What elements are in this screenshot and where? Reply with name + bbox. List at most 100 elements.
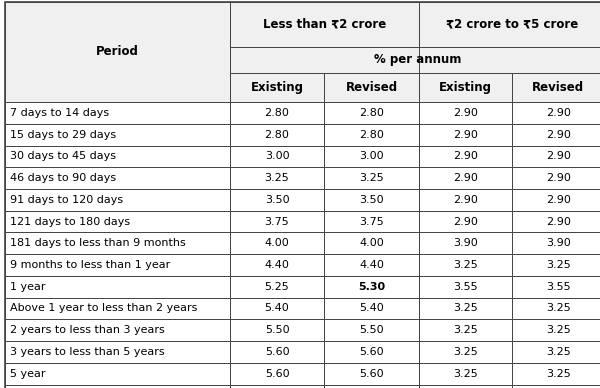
Bar <box>5 102 230 124</box>
Text: 2.80: 2.80 <box>265 108 289 118</box>
Bar <box>230 146 325 167</box>
Text: 3.50: 3.50 <box>265 195 289 205</box>
Text: 2.90: 2.90 <box>546 173 571 183</box>
Text: Existing: Existing <box>439 81 492 94</box>
Bar <box>512 298 600 319</box>
Bar <box>5 363 230 385</box>
Bar <box>325 189 419 211</box>
Text: 5.40: 5.40 <box>359 303 384 314</box>
Bar <box>5 167 230 189</box>
Bar <box>230 254 325 276</box>
Bar <box>5 276 230 298</box>
Bar <box>230 167 325 189</box>
Bar <box>5 2 230 102</box>
Text: 5 year: 5 year <box>10 369 45 379</box>
Text: 121 days to 180 days: 121 days to 180 days <box>10 217 130 227</box>
Text: 3.25: 3.25 <box>546 347 571 357</box>
Bar <box>325 254 419 276</box>
Text: 2.90: 2.90 <box>453 195 478 205</box>
Bar <box>230 341 325 363</box>
Text: 3.25: 3.25 <box>453 303 478 314</box>
Bar <box>230 211 325 232</box>
Text: 2.90: 2.90 <box>453 108 478 118</box>
Text: 3.25: 3.25 <box>359 173 384 183</box>
Bar <box>512 146 600 167</box>
Bar <box>230 319 325 341</box>
Text: 3.25: 3.25 <box>453 369 478 379</box>
Text: 4.40: 4.40 <box>359 260 384 270</box>
Bar <box>419 298 512 319</box>
Text: 3.25: 3.25 <box>546 303 571 314</box>
Text: Revised: Revised <box>346 81 398 94</box>
Text: 3.25: 3.25 <box>265 173 289 183</box>
Bar <box>230 102 325 124</box>
Bar <box>512 254 600 276</box>
Text: 7 days to 14 days: 7 days to 14 days <box>10 108 109 118</box>
Bar <box>325 385 419 388</box>
Bar <box>512 73 600 102</box>
Text: 2.90: 2.90 <box>546 108 571 118</box>
Text: 5.50: 5.50 <box>359 325 384 335</box>
Text: 5.60: 5.60 <box>265 347 289 357</box>
Text: 3.25: 3.25 <box>546 325 571 335</box>
Bar <box>230 385 325 388</box>
Text: ₹2 crore to ₹5 crore: ₹2 crore to ₹5 crore <box>446 18 578 31</box>
Bar <box>325 232 419 254</box>
Bar <box>512 363 600 385</box>
Bar <box>512 232 600 254</box>
Bar <box>325 211 419 232</box>
Bar <box>5 385 230 388</box>
Text: Above 1 year to less than 2 years: Above 1 year to less than 2 years <box>10 303 197 314</box>
Bar <box>419 363 512 385</box>
Bar <box>419 211 512 232</box>
Bar <box>419 102 512 124</box>
Bar <box>419 124 512 146</box>
Bar <box>325 276 419 298</box>
Bar <box>5 298 230 319</box>
Text: 5.30: 5.30 <box>358 282 385 292</box>
Bar <box>512 167 600 189</box>
Bar <box>325 363 419 385</box>
Bar <box>512 276 600 298</box>
Bar <box>512 341 600 363</box>
Bar <box>512 102 600 124</box>
Text: 181 days to less than 9 months: 181 days to less than 9 months <box>10 238 185 248</box>
Text: 3.90: 3.90 <box>453 238 478 248</box>
Text: 2.90: 2.90 <box>546 195 571 205</box>
Bar <box>419 276 512 298</box>
Text: 2.90: 2.90 <box>546 151 571 161</box>
Bar <box>5 232 230 254</box>
Bar <box>230 124 325 146</box>
Bar <box>325 341 419 363</box>
Text: 2.90: 2.90 <box>546 217 571 227</box>
Bar <box>512 319 600 341</box>
Text: 2.80: 2.80 <box>265 130 289 140</box>
Text: 3.00: 3.00 <box>359 151 384 161</box>
Text: % per annum: % per annum <box>374 53 461 66</box>
Text: Revised: Revised <box>532 81 584 94</box>
Bar <box>5 146 230 167</box>
Text: 91 days to 120 days: 91 days to 120 days <box>10 195 123 205</box>
Bar <box>230 363 325 385</box>
Bar <box>512 385 600 388</box>
Text: 3.25: 3.25 <box>453 347 478 357</box>
Bar <box>419 254 512 276</box>
Bar <box>5 124 230 146</box>
Text: 2.90: 2.90 <box>453 173 478 183</box>
Bar <box>230 232 325 254</box>
Text: 4.00: 4.00 <box>265 238 289 248</box>
Bar <box>230 189 325 211</box>
Bar <box>325 167 419 189</box>
Bar <box>5 341 230 363</box>
Text: 3.55: 3.55 <box>546 282 571 292</box>
Bar <box>419 189 512 211</box>
Bar <box>325 298 419 319</box>
Bar <box>325 146 419 167</box>
Bar <box>325 319 419 341</box>
Text: 3 years to less than 5 years: 3 years to less than 5 years <box>10 347 164 357</box>
Text: 9 months to less than 1 year: 9 months to less than 1 year <box>10 260 170 270</box>
Text: 5.50: 5.50 <box>265 325 289 335</box>
Bar <box>419 341 512 363</box>
Bar <box>230 73 325 102</box>
Bar <box>5 189 230 211</box>
